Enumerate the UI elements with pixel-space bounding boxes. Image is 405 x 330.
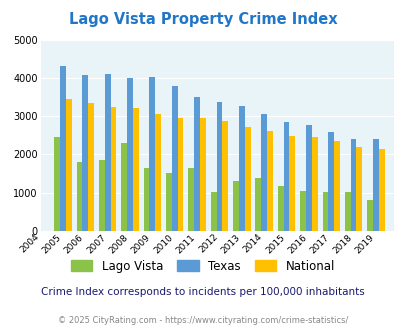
Bar <box>60 66 66 231</box>
Bar <box>54 137 60 231</box>
Bar <box>283 122 289 231</box>
Bar <box>149 77 155 231</box>
Bar <box>155 114 161 231</box>
Bar <box>121 143 127 231</box>
Bar <box>372 139 378 231</box>
Bar <box>350 139 356 231</box>
Bar <box>127 78 132 231</box>
Bar <box>194 97 200 231</box>
Bar <box>333 142 339 231</box>
Bar <box>216 102 222 231</box>
Bar <box>366 200 372 231</box>
Bar <box>171 85 177 231</box>
Bar <box>99 160 104 231</box>
Bar <box>82 75 88 231</box>
Bar <box>88 103 94 231</box>
Bar <box>277 186 283 231</box>
Bar <box>66 99 72 231</box>
Bar <box>210 192 216 231</box>
Bar <box>110 107 116 231</box>
Bar <box>328 132 333 231</box>
Bar <box>322 192 328 231</box>
Bar <box>232 181 238 231</box>
Bar <box>132 108 139 231</box>
Bar <box>143 168 149 231</box>
Bar <box>305 125 311 231</box>
Bar <box>244 127 250 231</box>
Bar <box>344 192 350 231</box>
Bar <box>289 136 294 231</box>
Bar <box>260 114 266 231</box>
Bar <box>166 173 171 231</box>
Bar <box>378 149 384 231</box>
Text: Crime Index corresponds to incidents per 100,000 inhabitants: Crime Index corresponds to incidents per… <box>41 287 364 297</box>
Bar <box>311 137 317 231</box>
Bar <box>255 178 260 231</box>
Bar <box>238 106 244 231</box>
Bar <box>266 131 272 231</box>
Bar <box>299 191 305 231</box>
Text: © 2025 CityRating.com - https://www.cityrating.com/crime-statistics/: © 2025 CityRating.com - https://www.city… <box>58 315 347 325</box>
Bar <box>77 162 82 231</box>
Text: Lago Vista Property Crime Index: Lago Vista Property Crime Index <box>68 12 337 26</box>
Legend: Lago Vista, Texas, National: Lago Vista, Texas, National <box>66 255 339 278</box>
Bar <box>188 168 194 231</box>
Bar <box>177 118 183 231</box>
Bar <box>356 147 361 231</box>
Bar <box>222 121 228 231</box>
Bar <box>200 118 205 231</box>
Bar <box>104 74 110 231</box>
